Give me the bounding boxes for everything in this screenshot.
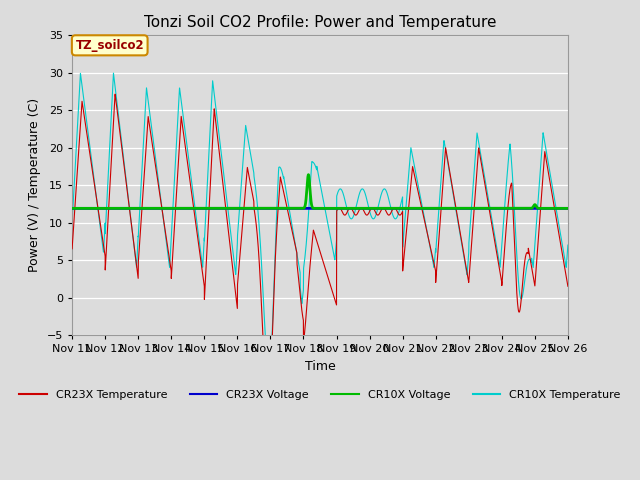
- Legend: CR23X Temperature, CR23X Voltage, CR10X Voltage, CR10X Temperature: CR23X Temperature, CR23X Voltage, CR10X …: [15, 385, 625, 404]
- Text: TZ_soilco2: TZ_soilco2: [76, 39, 144, 52]
- X-axis label: Time: Time: [305, 360, 335, 372]
- Y-axis label: Power (V) / Temperature (C): Power (V) / Temperature (C): [28, 98, 41, 272]
- Title: Tonzi Soil CO2 Profile: Power and Temperature: Tonzi Soil CO2 Profile: Power and Temper…: [144, 15, 496, 30]
